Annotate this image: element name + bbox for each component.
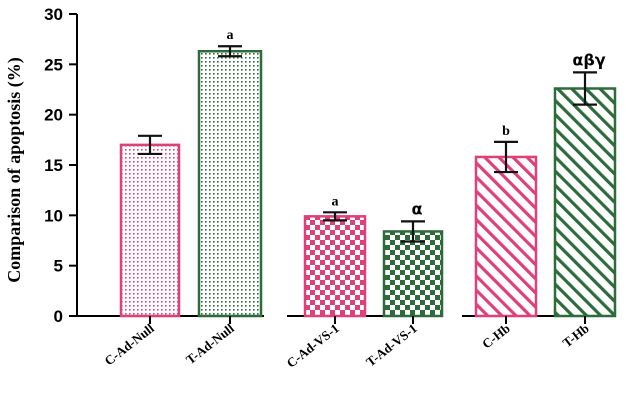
bars: a a α b αβγ (119, 28, 617, 318)
y-tick-label: 5 (54, 257, 63, 276)
significance-label: αβγ (572, 50, 605, 69)
bar (303, 215, 367, 318)
y-axis-ticks: 0 5 10 15 20 25 30 (44, 5, 77, 326)
x-axis-ticks: C-Ad-Null T-Ad-Null C-Ad-VS-1 T-Ad-VS-1 C-Hb… (102, 316, 592, 371)
significance-label: a (332, 194, 339, 209)
bar-group-t-ad-vs-1: α (382, 199, 444, 318)
x-tick-label: C-Ad-Null (102, 320, 158, 368)
bar (474, 155, 538, 318)
y-tick-label: 25 (44, 55, 63, 74)
bar-group-c-ad-vs-1: a (303, 194, 367, 318)
y-axis-title: Comparison of apoptosis (%) (4, 57, 25, 283)
y-tick-label: 30 (44, 5, 63, 24)
significance-label: b (502, 124, 510, 139)
bar (553, 87, 617, 318)
y-tick-label: 0 (54, 307, 63, 326)
y-tick-label: 10 (44, 206, 63, 225)
bar (382, 230, 444, 318)
bar-group-c-hb: b (474, 124, 538, 318)
x-tick-label: T-Ad-Null (183, 320, 237, 367)
bar-group-t-hb: αβγ (553, 50, 617, 318)
x-tick-label: C-Hb (479, 321, 513, 352)
y-tick-label: 15 (44, 156, 63, 175)
significance-label: a (227, 28, 234, 43)
bar (119, 143, 181, 318)
y-tick-label: 20 (44, 106, 63, 125)
x-tick-label: T-Hb (560, 321, 592, 351)
bar-group-t-ad-null: a (197, 28, 263, 318)
bar-group-c-ad-null (119, 134, 181, 318)
x-tick-label: T-Ad-VS-1 (363, 321, 420, 370)
significance-label: α (412, 199, 423, 218)
x-tick-label: C-Ad-VS-1 (284, 321, 342, 371)
bar (197, 49, 263, 318)
